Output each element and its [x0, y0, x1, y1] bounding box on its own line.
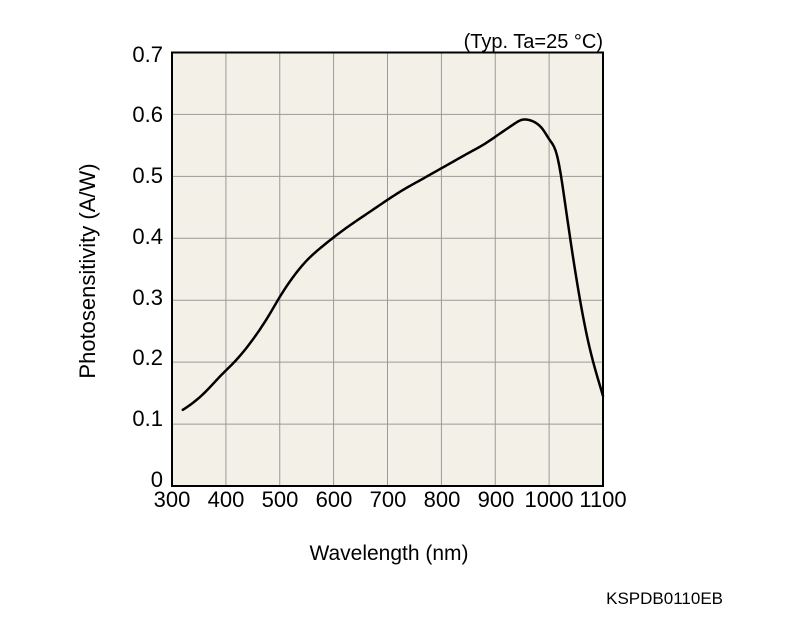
- svg-text:0.4: 0.4: [132, 224, 163, 249]
- svg-text:(Typ. Ta=25 °C): (Typ. Ta=25 °C): [464, 31, 603, 53]
- svg-text:1100: 1100: [579, 487, 626, 512]
- svg-text:0.3: 0.3: [132, 285, 163, 310]
- svg-text:0.5: 0.5: [132, 163, 163, 188]
- svg-text:Photosensitivity (A/W): Photosensitivity (A/W): [75, 163, 100, 378]
- svg-text:0.7: 0.7: [132, 42, 163, 67]
- svg-text:0.6: 0.6: [132, 102, 163, 127]
- svg-text:0.1: 0.1: [132, 406, 163, 431]
- svg-text:600: 600: [316, 487, 353, 512]
- svg-text:400: 400: [208, 487, 245, 512]
- svg-text:0.2: 0.2: [132, 345, 163, 370]
- svg-text:300: 300: [154, 487, 191, 512]
- svg-text:500: 500: [262, 487, 299, 512]
- svg-text:Wavelength (nm): Wavelength (nm): [309, 542, 468, 565]
- svg-text:KSPDB0110EB: KSPDB0110EB: [606, 589, 723, 608]
- svg-text:900: 900: [478, 487, 515, 512]
- svg-text:1000: 1000: [525, 487, 574, 512]
- svg-text:700: 700: [370, 487, 407, 512]
- svg-text:800: 800: [424, 487, 461, 512]
